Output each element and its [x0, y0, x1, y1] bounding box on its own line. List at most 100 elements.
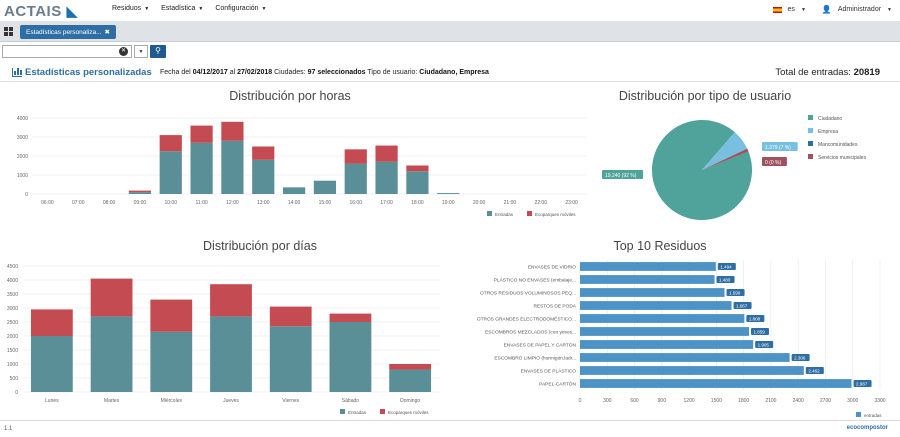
bar-residuo[interactable]: [580, 301, 732, 310]
bar-label-box: [791, 354, 810, 361]
bar-ecoparques[interactable]: [389, 364, 432, 370]
footer-version: 1.1: [4, 426, 13, 432]
caret-down-icon: ▼: [261, 6, 267, 12]
bar-ecoparques[interactable]: [344, 149, 367, 164]
y-tick-label: 3000: [7, 306, 18, 312]
bar-entradas[interactable]: [210, 316, 252, 392]
bar-entradas[interactable]: [30, 336, 73, 392]
header-right: es ▼ 👤 Administrador ▼: [772, 5, 892, 14]
bar-ecoparques[interactable]: [159, 135, 182, 152]
bar-entradas[interactable]: [90, 316, 133, 392]
tab-estadisticas[interactable]: Estadísticas personaliza... ✖: [20, 25, 116, 39]
bar-residuo[interactable]: [580, 366, 804, 375]
legend-label[interactable]: Servicios municipales: [818, 155, 867, 161]
x-tick-label: 300: [603, 398, 612, 404]
bar-ecoparques[interactable]: [406, 165, 429, 172]
bar-residuo[interactable]: [580, 314, 745, 323]
legend-label[interactable]: Entradas: [348, 410, 367, 415]
pie-data-label: 0 (0 %): [765, 160, 781, 166]
bar-entradas[interactable]: [282, 187, 306, 194]
bar-entradas[interactable]: [190, 142, 213, 194]
user-menu[interactable]: Administrador: [837, 6, 882, 13]
caret-down-icon: ▼: [198, 6, 204, 12]
bar-entradas[interactable]: [344, 163, 367, 194]
x-tick-label: 22:00: [534, 200, 547, 206]
search-button[interactable]: ⚲: [150, 45, 166, 58]
bar-residuo[interactable]: [580, 262, 716, 271]
x-tick-label: 13:00: [257, 200, 270, 206]
bar-entradas[interactable]: [150, 331, 193, 392]
pie-slice[interactable]: [702, 132, 748, 170]
grid-menu-icon[interactable]: [4, 27, 13, 36]
legend-label[interactable]: Ecoparques móviles: [388, 410, 429, 415]
bar-entradas[interactable]: [406, 171, 429, 194]
bar-residuo[interactable]: [580, 275, 715, 284]
legend-label[interactable]: Ecoparques móviles: [535, 212, 576, 217]
filter-dropdown-button[interactable]: ▼: [134, 45, 148, 58]
bar-ecoparques[interactable]: [329, 313, 372, 322]
menu-estadistica[interactable]: Estadística ▼: [161, 5, 203, 12]
bar-entradas[interactable]: [389, 369, 432, 392]
close-icon[interactable]: ✖: [104, 29, 110, 36]
legend-label[interactable]: Empresa: [818, 129, 838, 135]
spain-flag-icon[interactable]: [772, 6, 782, 13]
app-logo[interactable]: ACTAIS ◣: [4, 2, 78, 20]
y-tick-label: 0: [25, 192, 28, 198]
bar-residuo[interactable]: [580, 340, 754, 349]
cities-label: Ciudades:: [274, 69, 306, 76]
bar-ecoparques[interactable]: [150, 299, 193, 332]
bar-data-label: 2.306: [794, 355, 806, 360]
bar-ecoparques[interactable]: [375, 145, 398, 162]
y-tick-label: 4000: [7, 278, 18, 284]
search-row: ✕ ▼ ⚲: [0, 42, 900, 62]
y-tick-label: 1000: [17, 173, 28, 179]
bar-data-label: 1.494: [720, 264, 732, 269]
legend-label[interactable]: entradas: [864, 413, 882, 418]
filter-summary: Fecha del 04/12/2017 al 27/02/2018 Ciuda…: [160, 69, 489, 76]
bar-entradas[interactable]: [375, 161, 398, 194]
cities-value: 97 seleccionados: [307, 69, 366, 76]
caret-down-icon[interactable]: ▼: [887, 6, 892, 13]
bar-residuo[interactable]: [580, 353, 790, 362]
bar-ecoparques[interactable]: [269, 306, 312, 327]
date-sep: al: [229, 69, 236, 76]
x-tick-label: 16:00: [349, 200, 362, 206]
bar-residuo[interactable]: [580, 379, 852, 388]
y-tick-label: ENVASES DE PLÁSTICO: [521, 368, 577, 375]
date-from: 04/12/2017: [192, 69, 228, 76]
pie-slice[interactable]: [702, 148, 749, 170]
bar-residuo[interactable]: [580, 288, 725, 297]
bar-ecoparques[interactable]: [221, 121, 244, 141]
menu-configuracion[interactable]: Configuración ▼: [215, 5, 266, 12]
bar-ecoparques[interactable]: [252, 146, 275, 160]
x-tick-label: 1200: [684, 398, 695, 404]
bar-ecoparques[interactable]: [30, 309, 73, 336]
menu-residuos[interactable]: Residuos ▼: [112, 5, 149, 12]
bar-ecoparques[interactable]: [210, 284, 252, 317]
legend-label[interactable]: Mancomunidades: [818, 142, 858, 148]
x-tick-label: 09:00: [134, 200, 147, 206]
y-tick-label: 3500: [7, 292, 18, 298]
search-input[interactable]: [2, 45, 132, 58]
y-tick-label: 2000: [17, 154, 28, 160]
bar-entradas[interactable]: [437, 193, 460, 194]
y-tick-label: 1500: [7, 348, 18, 354]
bar-entradas[interactable]: [269, 326, 312, 392]
caret-down-icon[interactable]: ▼: [800, 6, 806, 13]
clear-search-icon[interactable]: ✕: [119, 47, 128, 56]
x-tick-label: Jueves: [223, 398, 239, 404]
bar-entradas[interactable]: [159, 151, 182, 194]
bar-entradas[interactable]: [313, 180, 337, 194]
bar-entradas[interactable]: [252, 159, 275, 194]
bar-entradas[interactable]: [128, 192, 152, 194]
legend-label[interactable]: Ciudadano: [818, 116, 842, 122]
bar-entradas[interactable]: [329, 322, 372, 392]
legend-label[interactable]: Entradas: [495, 212, 514, 217]
bar-entradas[interactable]: [221, 140, 244, 194]
bar-ecoparques[interactable]: [128, 190, 152, 193]
bar-ecoparques[interactable]: [190, 125, 213, 143]
bar-residuo[interactable]: [580, 327, 749, 336]
bar-ecoparques[interactable]: [90, 278, 133, 317]
language-selector[interactable]: es: [787, 6, 795, 13]
pie-slice[interactable]: [652, 119, 752, 220]
